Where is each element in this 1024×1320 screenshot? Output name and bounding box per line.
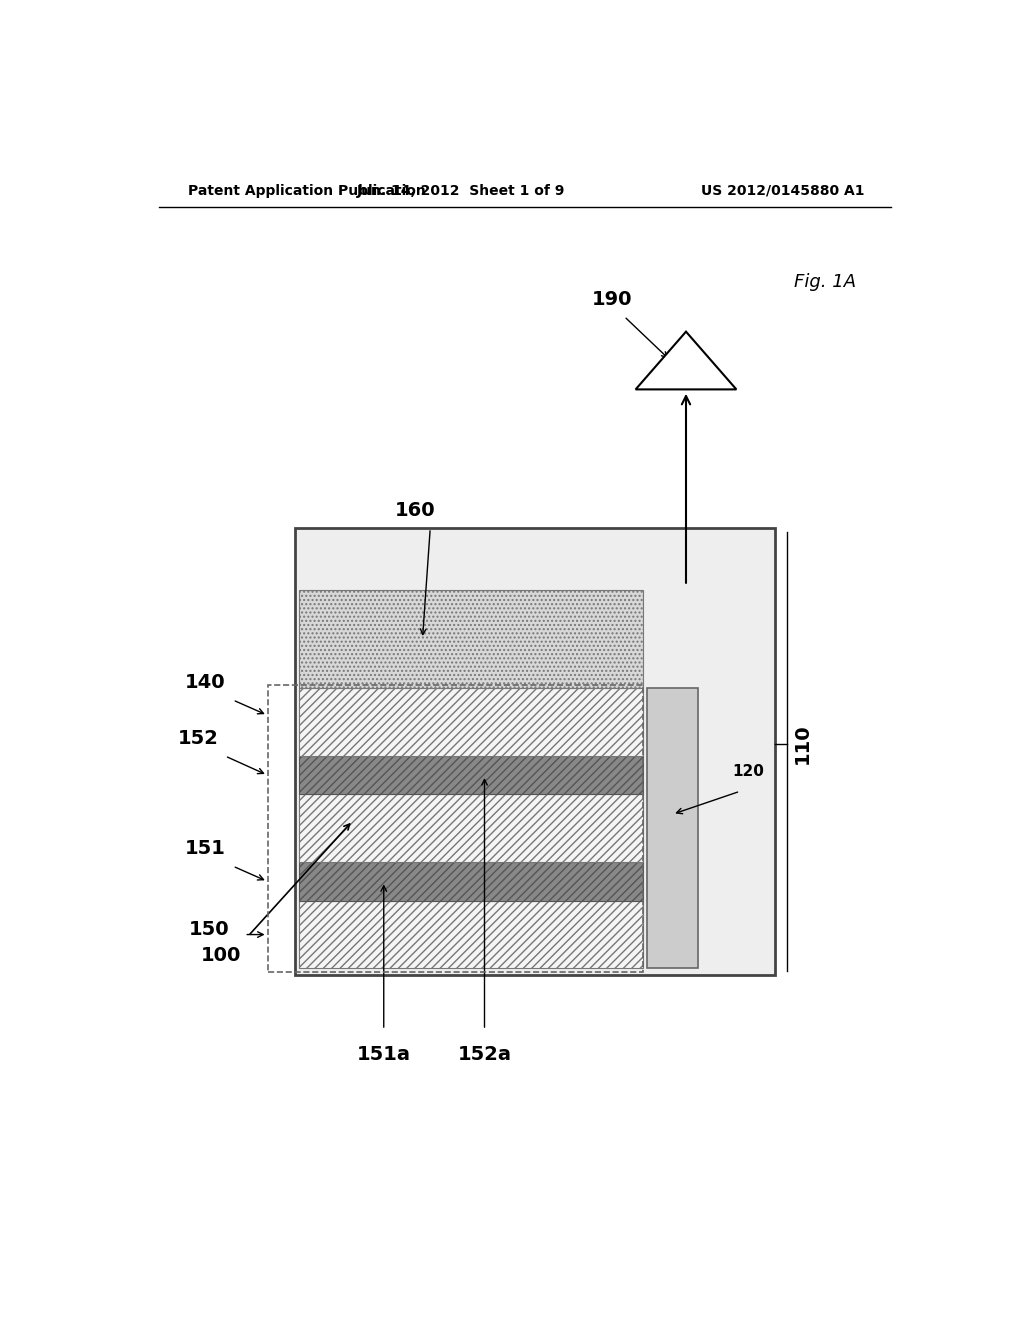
Text: 150: 150 (189, 920, 229, 939)
Text: 120: 120 (732, 764, 764, 779)
Bar (647, 688, 697, 969)
Text: US 2012/0145880 A1: US 2012/0145880 A1 (700, 183, 864, 198)
Text: Patent Application Publication: Patent Application Publication (188, 183, 426, 198)
Text: 140: 140 (185, 673, 226, 692)
Text: 151: 151 (185, 840, 226, 858)
Bar (267, 685, 643, 972)
Bar (299, 688, 643, 756)
Text: 190: 190 (592, 289, 633, 309)
Text: 100: 100 (201, 946, 242, 965)
Bar (299, 862, 643, 900)
Bar (299, 900, 643, 969)
Text: 152: 152 (177, 730, 218, 748)
Bar (299, 590, 643, 688)
Text: Jun. 14, 2012  Sheet 1 of 9: Jun. 14, 2012 Sheet 1 of 9 (357, 183, 565, 198)
Bar (299, 756, 643, 795)
Text: 152a: 152a (458, 1045, 512, 1064)
Text: 160: 160 (394, 502, 435, 520)
Polygon shape (636, 331, 736, 389)
Text: Fig. 1A: Fig. 1A (795, 273, 856, 290)
Text: 151a: 151a (356, 1045, 411, 1064)
Bar (295, 528, 775, 974)
Bar (299, 795, 643, 862)
Text: 110: 110 (793, 723, 812, 764)
